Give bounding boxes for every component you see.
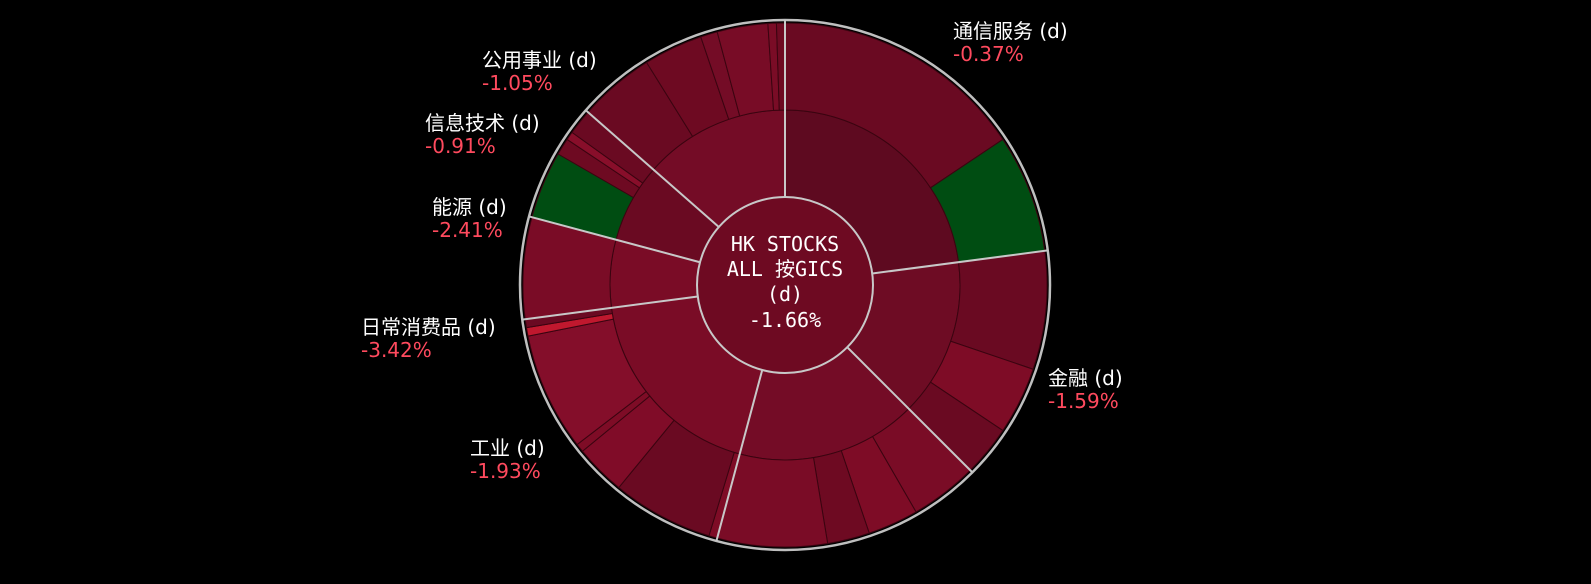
sector-divider [522, 295, 698, 321]
sector-label-energy: 能源 (d) [432, 195, 507, 219]
center-value: -1.66% [749, 308, 821, 332]
center-line-3: (d) [767, 282, 803, 306]
center-line-2: ALL 按GICS [727, 257, 843, 281]
sector-value-financials: -1.59% [1048, 389, 1119, 413]
sector-label-utilities: 公用事业 (d) [482, 48, 597, 72]
sector-value-comm-services: -0.37% [953, 42, 1024, 66]
sector-value-energy: -2.41% [432, 218, 503, 242]
sector-label-financials: 金融 (d) [1048, 366, 1123, 390]
sector-label-comm-services: 通信服务 (d) [953, 19, 1068, 43]
sector-value-industrials: -1.93% [470, 459, 541, 483]
center-line-1: HK STOCKS [731, 232, 839, 256]
center-label: HK STOCKS ALL 按GICS (d) -1.66% [727, 232, 843, 332]
sector-value-utilities: -1.05% [482, 71, 553, 95]
sector-divider [846, 346, 974, 474]
sector-divider [528, 215, 701, 264]
sector-label-info-tech: 信息技术 (d) [425, 111, 540, 135]
sector-divider [872, 249, 1048, 275]
sector-divider [715, 369, 764, 542]
sector-label-consumer-staples: 日常消费品 (d) [361, 315, 496, 339]
sunburst-rings [518, 18, 1052, 552]
sector-divider [585, 109, 720, 228]
sector-label-industrials: 工业 (d) [470, 436, 545, 460]
sector-value-info-tech: -0.91% [425, 134, 496, 158]
sector-value-consumer-staples: -3.42% [361, 338, 432, 362]
